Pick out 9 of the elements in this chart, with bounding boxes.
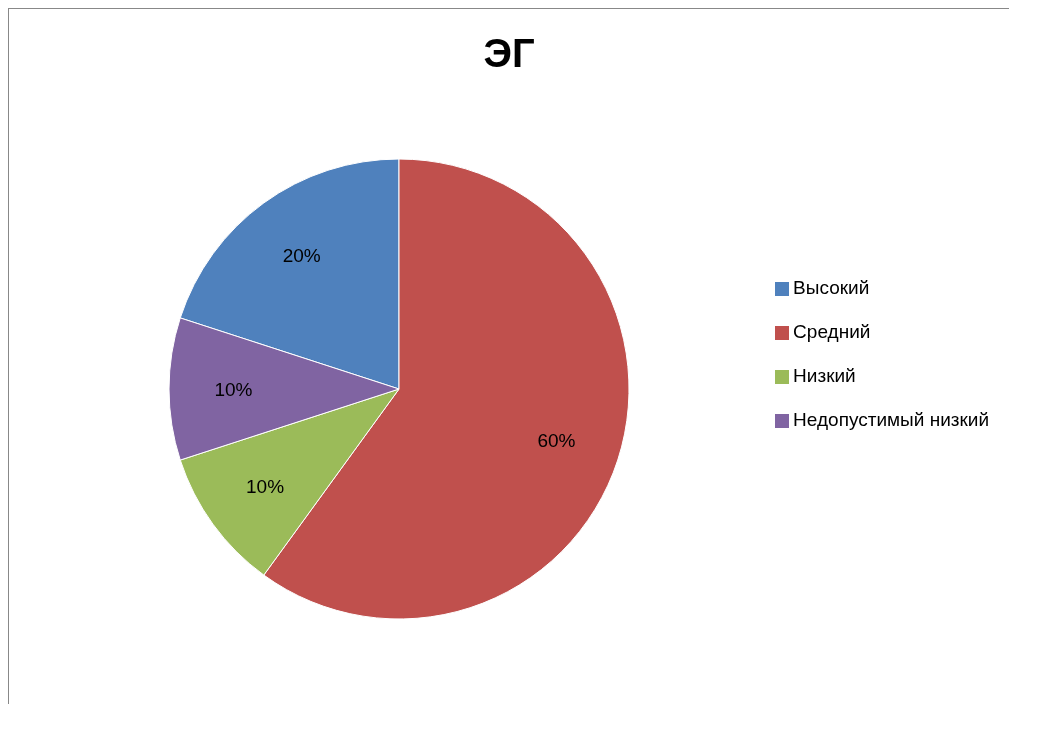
legend-label: Низкий xyxy=(793,365,856,386)
data-label: 10% xyxy=(246,475,285,497)
data-label: 10% xyxy=(214,378,253,400)
chart-title: ЭГ xyxy=(482,31,536,76)
data-label: 20% xyxy=(282,244,321,266)
legend-label: Средний xyxy=(793,321,871,342)
data-label: 60% xyxy=(537,429,576,451)
legend-label: Высокий xyxy=(793,277,870,298)
legend-label: Недопустимый низкий xyxy=(793,409,989,430)
